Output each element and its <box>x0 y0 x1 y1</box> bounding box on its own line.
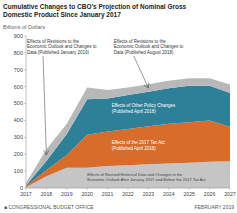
y-tick <box>24 154 26 155</box>
text-line: Effects of the 2017 Tax Act <box>112 140 166 145</box>
y-axis-label: Billions of Dollars <box>3 24 45 30</box>
axes: 0 100 200 300 400 500 600 700 800 900 2017 2018 2019… <box>14 33 236 197</box>
x-tick-label: 2025 <box>183 191 195 197</box>
y-tick-label: 100 <box>14 168 23 174</box>
annotation: Effects of Revisions to theEconomic Outl… <box>114 39 184 55</box>
area-band <box>26 86 230 186</box>
x-tick-label: 2020 <box>81 191 93 197</box>
y-tick-label: 700 <box>14 67 23 73</box>
x-tick-label: 2019 <box>61 191 73 197</box>
x-tick-label: 2024 <box>163 191 175 197</box>
text-line: Data (Published January 2019) <box>27 50 90 55</box>
text-line: Data (Published August 2018) <box>114 50 174 55</box>
text-line: Effects of Revisions to the <box>114 39 166 44</box>
y-tick <box>24 52 26 53</box>
y-tick-label: 900 <box>14 33 23 39</box>
x-tick-label: 2017 <box>20 191 32 197</box>
annotation-arrow <box>43 56 46 155</box>
text-line: (Published April 2018) <box>112 109 157 114</box>
footer: FEBRUARY 2019 <box>194 204 234 210</box>
y-tick <box>24 188 26 189</box>
y-tick-label: 400 <box>14 117 23 123</box>
text-line: Economic Outlook and Changes to <box>27 44 97 49</box>
x-tick <box>26 188 27 190</box>
x-tick-label: 2021 <box>102 191 114 197</box>
title: Cumulative Changes to CBO’s Projection o… <box>3 3 187 19</box>
y-tick-label: 600 <box>14 84 23 90</box>
x-tick <box>230 188 231 190</box>
x-tick-label: 2026 <box>204 191 216 197</box>
x-tick-label: 2018 <box>41 191 53 197</box>
text-line: Domestic Product Since January 2017 <box>3 11 121 19</box>
y-tick <box>24 137 26 138</box>
x-tick <box>189 188 190 190</box>
annotation: Effects of Revised Historical Data and C… <box>87 172 206 182</box>
y-tick-label: 300 <box>14 134 23 140</box>
annotation: Effects of Revisions to theEconomic Outl… <box>27 39 97 55</box>
x-tick-label: 2027 <box>224 191 236 197</box>
x-tick <box>148 188 149 190</box>
x-tick <box>107 188 108 190</box>
footer: ■ CONGRESSIONAL BUDGET OFFICE <box>4 204 94 210</box>
annotation: Effects of Other Policy Changes(Publishe… <box>112 103 176 114</box>
text-line: Economic Outlook After January 2017 and … <box>87 177 206 182</box>
text-line: Effects of Other Policy Changes <box>112 103 176 108</box>
annotations: Effects of Revisions to theEconomic Outl… <box>4 39 234 211</box>
x-tick <box>87 188 88 190</box>
x-tick <box>66 188 67 190</box>
annotation: Effects of the 2017 Tax Act(Published Ap… <box>112 140 166 151</box>
y-tick-label: 800 <box>14 50 23 56</box>
plot-area <box>26 78 230 188</box>
y-tick-label: 200 <box>14 151 23 157</box>
x-tick <box>168 188 169 190</box>
y-tick <box>24 171 26 172</box>
x-tick <box>46 188 47 190</box>
y-tick <box>24 36 26 37</box>
y-tick-label: 0 <box>20 185 23 191</box>
area-band <box>26 78 230 185</box>
x-tick <box>209 188 210 190</box>
text-line: Cumulative Changes to CBO’s Projection o… <box>3 3 187 11</box>
y-tick <box>24 103 26 104</box>
chart: Cumulative Changes to CBO’s Projection o… <box>0 0 237 213</box>
y-tick <box>24 120 26 121</box>
y-tick <box>24 69 26 70</box>
text-line: (Published April 2018) <box>112 146 157 151</box>
text-line: Economic Outlook and Changes to <box>114 44 184 49</box>
y-axis-line <box>26 36 27 188</box>
text-line: Effects of Revisions to the <box>27 39 79 44</box>
y-tick <box>24 86 26 87</box>
y-tick-label: 500 <box>14 100 23 106</box>
x-tick <box>128 188 129 190</box>
x-tick-label: 2023 <box>143 191 155 197</box>
x-tick-label: 2022 <box>122 191 134 197</box>
annotation-arrow <box>134 56 149 88</box>
